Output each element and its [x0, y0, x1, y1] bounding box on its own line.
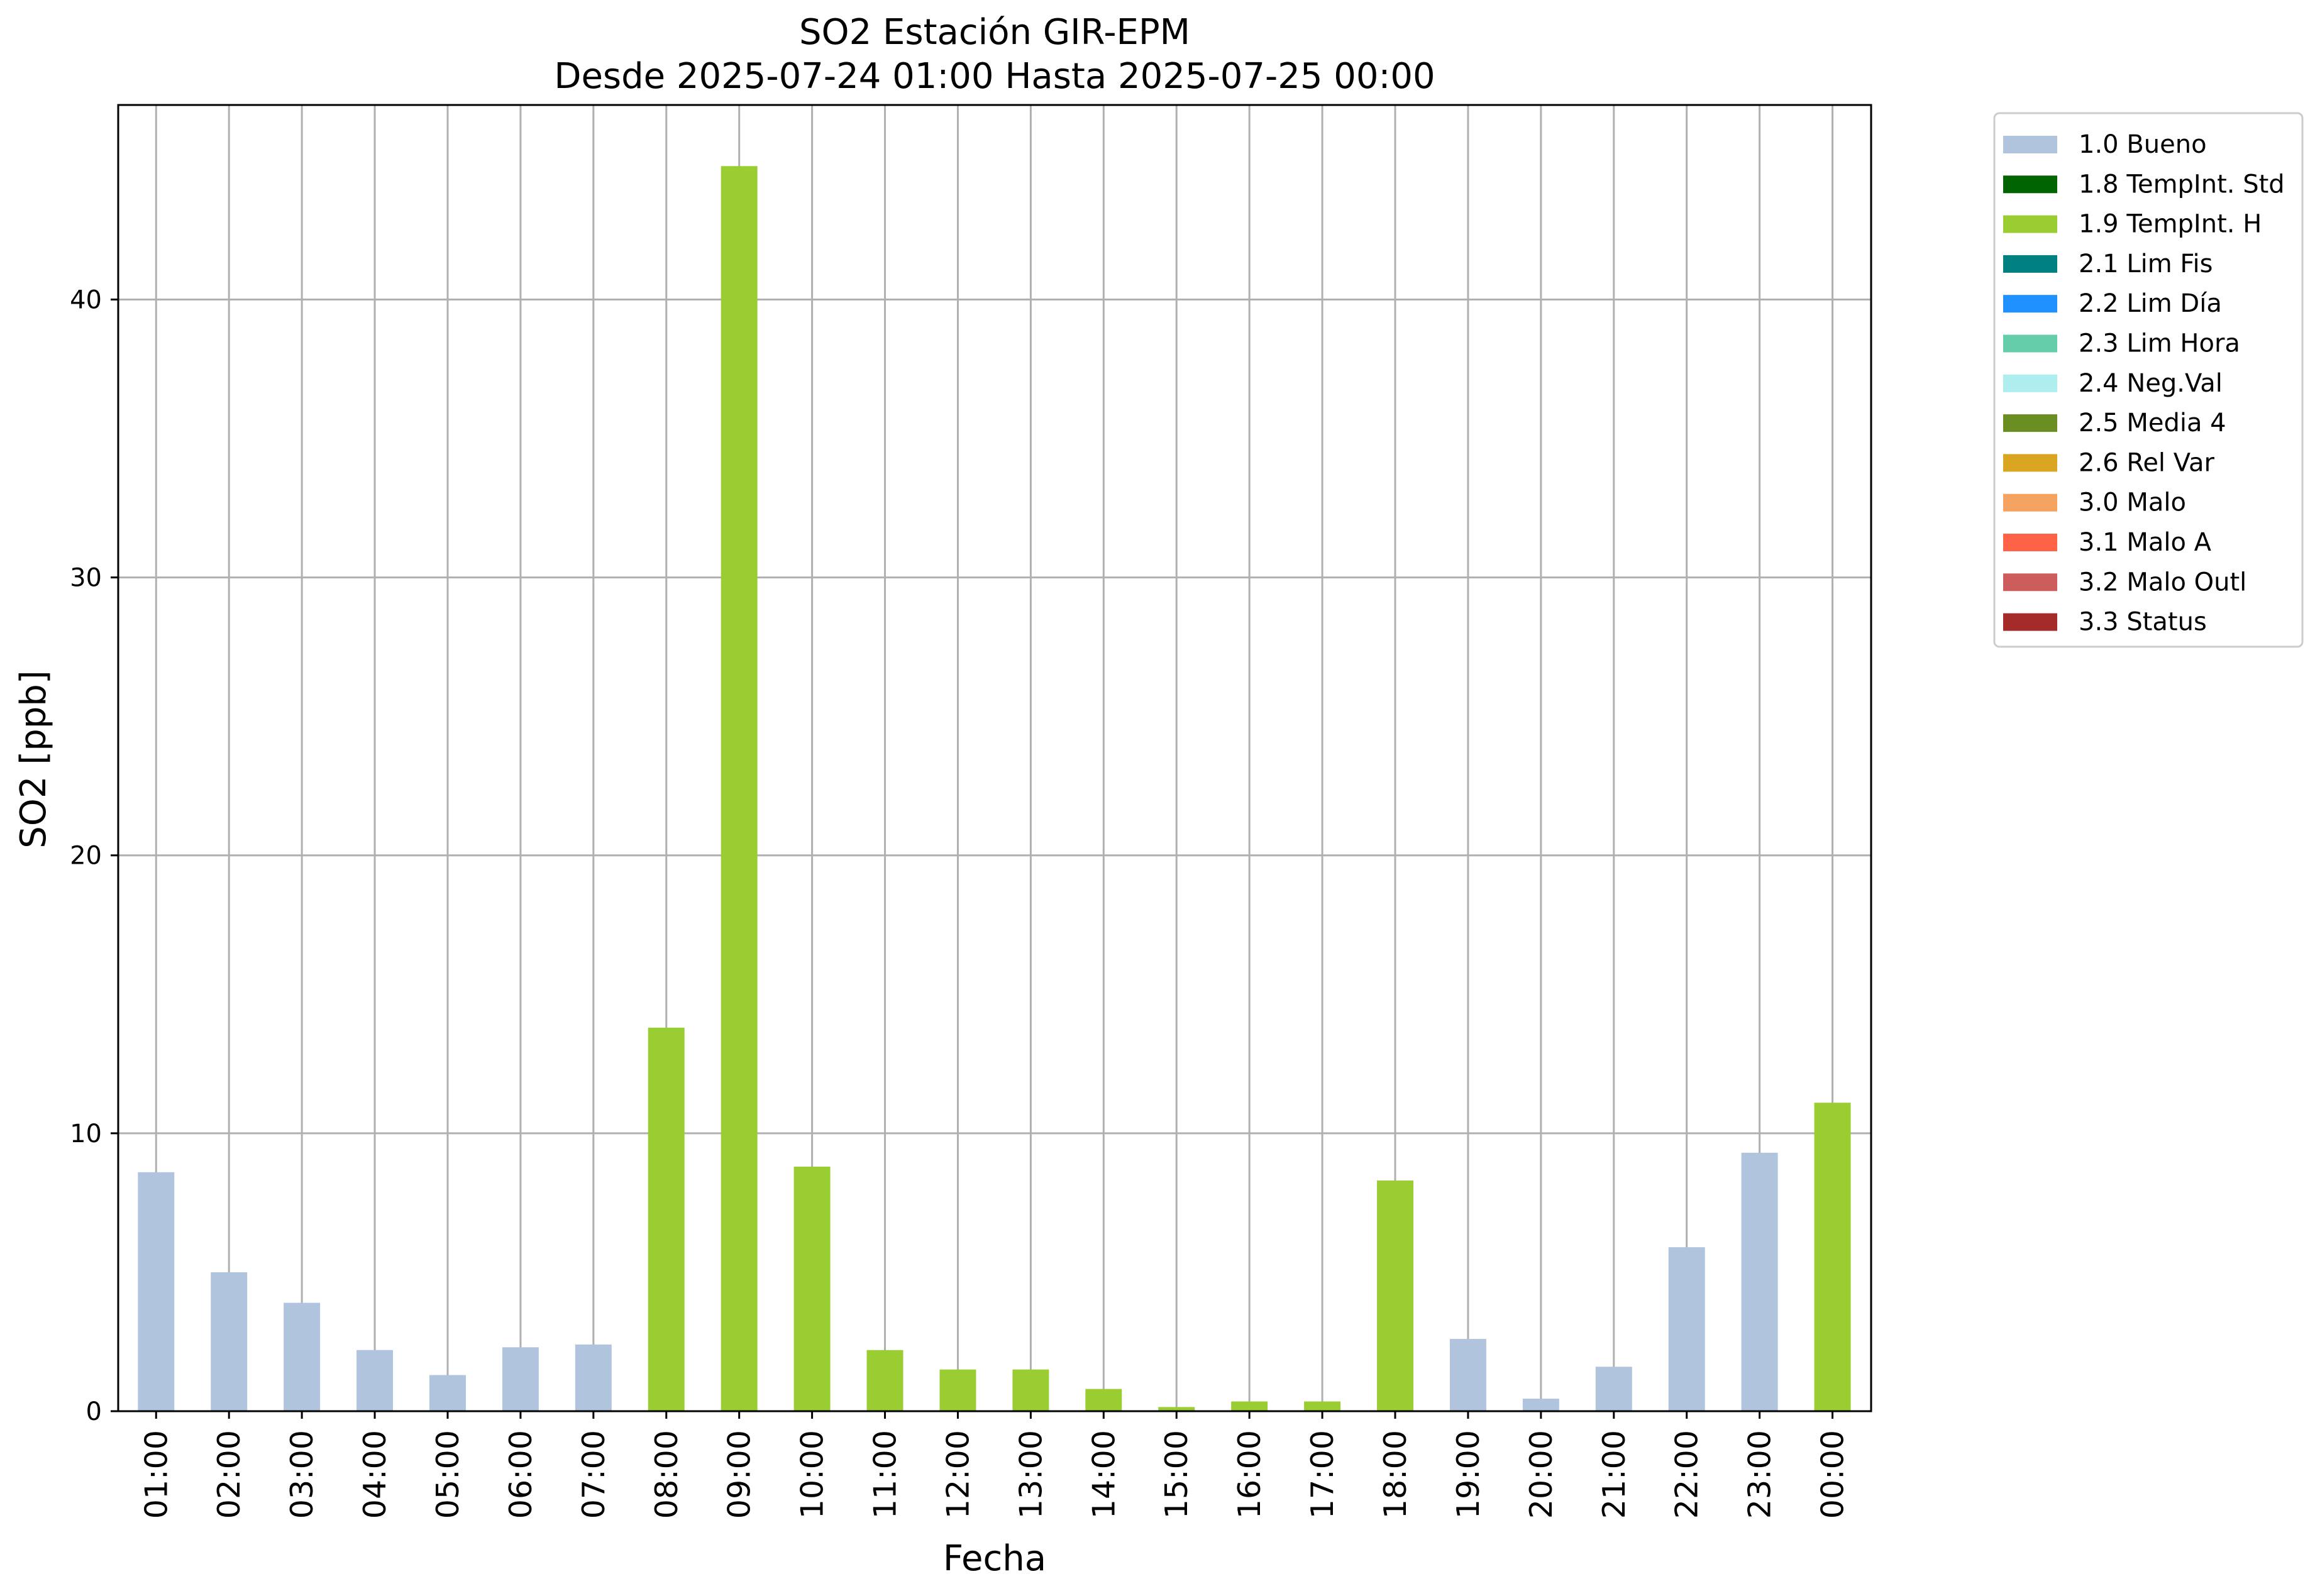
bar: [1814, 1103, 1851, 1411]
chart-title: SO2 Estación GIR-EPM: [799, 12, 1190, 53]
x-tick-label: 10:00: [795, 1430, 831, 1519]
x-tick-label: 13:00: [1013, 1430, 1049, 1519]
bar: [1522, 1399, 1559, 1411]
y-tick-label: 40: [70, 285, 102, 314]
legend-swatch: [2003, 493, 2057, 512]
legend-swatch: [2003, 334, 2057, 353]
x-tick-label: 21:00: [1596, 1430, 1632, 1519]
legend: 1.0 Bueno 1.8 TempInt. Std 1.9 TempInt. H 2…: [1993, 112, 2304, 648]
x-tick-label: 16:00: [1232, 1430, 1268, 1519]
bar: [138, 1172, 175, 1411]
tick-layer: 01:00 02:00 03:00 04:00 05:00 06:00 07:00 08:00…: [70, 285, 1850, 1519]
legend-swatch: [2003, 374, 2057, 392]
legend-swatch: [2003, 454, 2057, 472]
chart-subtitle: Desde 2025-07-24 01:00 Hasta 2025-07-25 …: [554, 56, 1435, 97]
legend-item-label: 2.5 Media 4: [2079, 409, 2226, 438]
legend-item-label: 1.8 TempInt. Std: [2079, 170, 2285, 199]
bar: [1085, 1389, 1122, 1411]
x-tick-label: 06:00: [503, 1430, 539, 1519]
bar: [502, 1347, 539, 1411]
plot-frame: [117, 104, 1872, 1412]
legend-item-label: 1.9 TempInt. H: [2079, 210, 2262, 239]
legend-item-label: 3.0 Malo: [2079, 488, 2186, 517]
bar: [866, 1350, 903, 1411]
bar-layer: [138, 166, 1851, 1412]
legend-swatch: [2003, 136, 2057, 153]
bar: [284, 1302, 321, 1411]
legend-swatch: [2003, 573, 2057, 592]
x-tick-label: 08:00: [649, 1430, 685, 1519]
x-tick-label: 12:00: [940, 1430, 976, 1519]
bar: [1304, 1401, 1341, 1411]
bar: [1741, 1152, 1778, 1411]
legend-item-label: 2.4 Neg.Val: [2079, 369, 2223, 398]
x-tick-label: 00:00: [1815, 1430, 1851, 1519]
legend-item-label: 2.6 Rel Var: [2079, 448, 2215, 477]
x-tick-label: 19:00: [1450, 1430, 1486, 1519]
x-tick-label: 20:00: [1523, 1430, 1559, 1519]
y-tick-label: 30: [70, 564, 102, 593]
bar: [356, 1350, 394, 1411]
y-axis-title: SO2 [ppb]: [13, 670, 54, 848]
legend-item-label: 2.1 Lim Fis: [2079, 250, 2213, 278]
legend-box: [1993, 112, 2304, 648]
x-tick-label: 05:00: [430, 1430, 466, 1519]
x-tick-label: 01:00: [138, 1430, 174, 1519]
y-tick-label: 20: [70, 842, 102, 871]
legend-swatch: [2003, 414, 2057, 432]
bar: [1231, 1401, 1268, 1411]
legend-item-label: 2.3 Lim Hora: [2079, 329, 2240, 358]
bar: [575, 1344, 612, 1411]
legend-swatch: [2003, 613, 2057, 631]
bar: [1668, 1247, 1705, 1411]
bar: [793, 1166, 831, 1411]
x-tick-label: 11:00: [868, 1430, 903, 1519]
legend-item-label: 1.0 Bueno: [2079, 130, 2207, 159]
x-tick-label: 09:00: [722, 1430, 758, 1519]
x-tick-label: 03:00: [284, 1430, 320, 1519]
legend-swatch: [2003, 255, 2057, 273]
legend-item-label: 3.1 Malo A: [2079, 528, 2212, 557]
bar: [1449, 1339, 1486, 1411]
x-tick-label: 22:00: [1669, 1430, 1705, 1519]
x-tick-label: 18:00: [1378, 1430, 1413, 1519]
x-tick-label: 07:00: [576, 1430, 612, 1519]
legend-swatch: [2003, 215, 2057, 233]
x-tick-label: 02:00: [211, 1430, 247, 1519]
legend-item-label: 3.3 Status: [2079, 608, 2207, 637]
legend-swatch: [2003, 295, 2057, 313]
x-tick-label: 14:00: [1086, 1430, 1122, 1519]
bar: [1012, 1369, 1049, 1411]
x-tick-label: 04:00: [357, 1430, 393, 1519]
legend-item-label: 2.2 Lim Día: [2079, 289, 2222, 318]
legend-swatch: [2003, 534, 2057, 551]
bar: [1158, 1407, 1195, 1411]
x-tick-label: 17:00: [1305, 1430, 1340, 1519]
x-axis-title: Fecha: [943, 1538, 1046, 1579]
bar: [721, 166, 758, 1412]
y-tick-label: 10: [70, 1120, 102, 1148]
bar: [429, 1375, 466, 1411]
bar: [939, 1369, 976, 1411]
x-tick-label: 15:00: [1159, 1430, 1195, 1519]
bar: [211, 1272, 248, 1411]
bar: [1377, 1180, 1413, 1411]
bar: [648, 1027, 685, 1411]
legend-item-label: 3.2 Malo Outl: [2079, 568, 2246, 597]
bar: [1595, 1367, 1632, 1411]
x-tick-label: 23:00: [1742, 1430, 1778, 1519]
y-tick-label: 0: [86, 1397, 102, 1426]
legend-swatch: [2003, 175, 2057, 194]
